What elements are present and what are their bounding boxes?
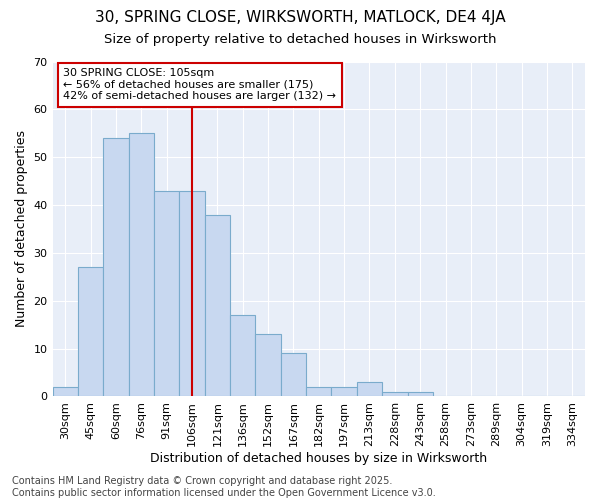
Bar bbox=[154, 190, 179, 396]
Text: Contains HM Land Registry data © Crown copyright and database right 2025.
Contai: Contains HM Land Registry data © Crown c… bbox=[12, 476, 436, 498]
Text: Size of property relative to detached houses in Wirksworth: Size of property relative to detached ho… bbox=[104, 32, 496, 46]
Bar bbox=[205, 214, 230, 396]
Bar bbox=[407, 392, 433, 396]
Bar bbox=[230, 315, 256, 396]
Bar bbox=[382, 392, 407, 396]
Bar bbox=[306, 387, 331, 396]
Bar bbox=[103, 138, 128, 396]
X-axis label: Distribution of detached houses by size in Wirksworth: Distribution of detached houses by size … bbox=[150, 452, 487, 465]
Bar bbox=[357, 382, 382, 396]
Bar bbox=[128, 134, 154, 396]
Text: 30, SPRING CLOSE, WIRKSWORTH, MATLOCK, DE4 4JA: 30, SPRING CLOSE, WIRKSWORTH, MATLOCK, D… bbox=[95, 10, 505, 25]
Text: 30 SPRING CLOSE: 105sqm
← 56% of detached houses are smaller (175)
42% of semi-d: 30 SPRING CLOSE: 105sqm ← 56% of detache… bbox=[63, 68, 336, 102]
Bar bbox=[331, 387, 357, 396]
Bar bbox=[78, 268, 103, 396]
Bar bbox=[179, 190, 205, 396]
Bar bbox=[281, 354, 306, 397]
Bar bbox=[256, 334, 281, 396]
Y-axis label: Number of detached properties: Number of detached properties bbox=[15, 130, 28, 328]
Bar bbox=[53, 387, 78, 396]
